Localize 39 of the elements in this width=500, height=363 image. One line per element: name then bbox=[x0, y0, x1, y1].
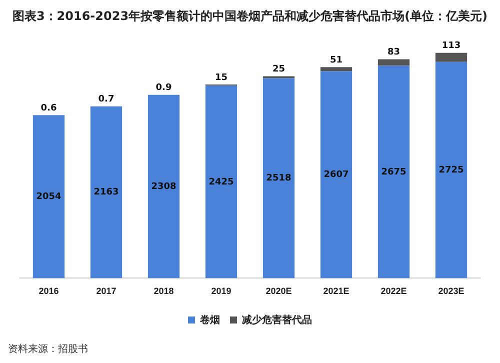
x-tick-label: 2022E bbox=[380, 286, 407, 296]
bar bbox=[320, 67, 352, 72]
x-tick-label: 2018 bbox=[154, 286, 174, 296]
data-label: 0.9 bbox=[156, 83, 172, 94]
bar bbox=[378, 59, 410, 66]
bar bbox=[320, 71, 352, 278]
data-label: 0.7 bbox=[98, 94, 114, 105]
data-label: 113 bbox=[442, 41, 461, 52]
x-tick-label: 2017 bbox=[96, 286, 116, 296]
data-label: 2308 bbox=[151, 182, 176, 192]
data-label: 15 bbox=[214, 72, 228, 83]
bar bbox=[205, 86, 238, 278]
bar bbox=[378, 66, 410, 278]
data-label: 2725 bbox=[438, 165, 464, 176]
bar bbox=[262, 78, 295, 278]
text: 资料来源：招股书 bbox=[8, 342, 88, 356]
data-label: 51 bbox=[330, 56, 343, 66]
data-label: 2425 bbox=[208, 177, 234, 188]
data-label: 2607 bbox=[324, 170, 349, 180]
x-tick-label: 2021E bbox=[323, 286, 350, 296]
bar bbox=[435, 52, 468, 62]
bar bbox=[435, 62, 468, 278]
x-tick-label: 2019 bbox=[211, 286, 232, 296]
legend-label: 卷烟 bbox=[199, 314, 220, 326]
x-tick-label: 2016 bbox=[38, 286, 59, 296]
x-tick-label: 2023E bbox=[438, 286, 464, 296]
data-label: 2518 bbox=[266, 174, 292, 184]
bar bbox=[90, 106, 122, 278]
bar bbox=[148, 94, 180, 278]
data-label: 0.6 bbox=[40, 103, 57, 114]
data-label: 25 bbox=[272, 64, 286, 75]
data-label: 83 bbox=[387, 48, 400, 58]
chart-title: 图表3：2016-2023年按零售额计的中国卷烟产品和减少危害替代品市场(单位：亿美元) bbox=[11, 8, 489, 25]
data-label: 2675 bbox=[381, 167, 406, 178]
data-label: 2054 bbox=[36, 192, 62, 202]
x-tick-label: 2020E bbox=[266, 286, 292, 296]
data-label: 2163 bbox=[94, 188, 119, 198]
legend-label: 减少危害替代品 bbox=[242, 314, 312, 326]
bar bbox=[32, 115, 65, 278]
